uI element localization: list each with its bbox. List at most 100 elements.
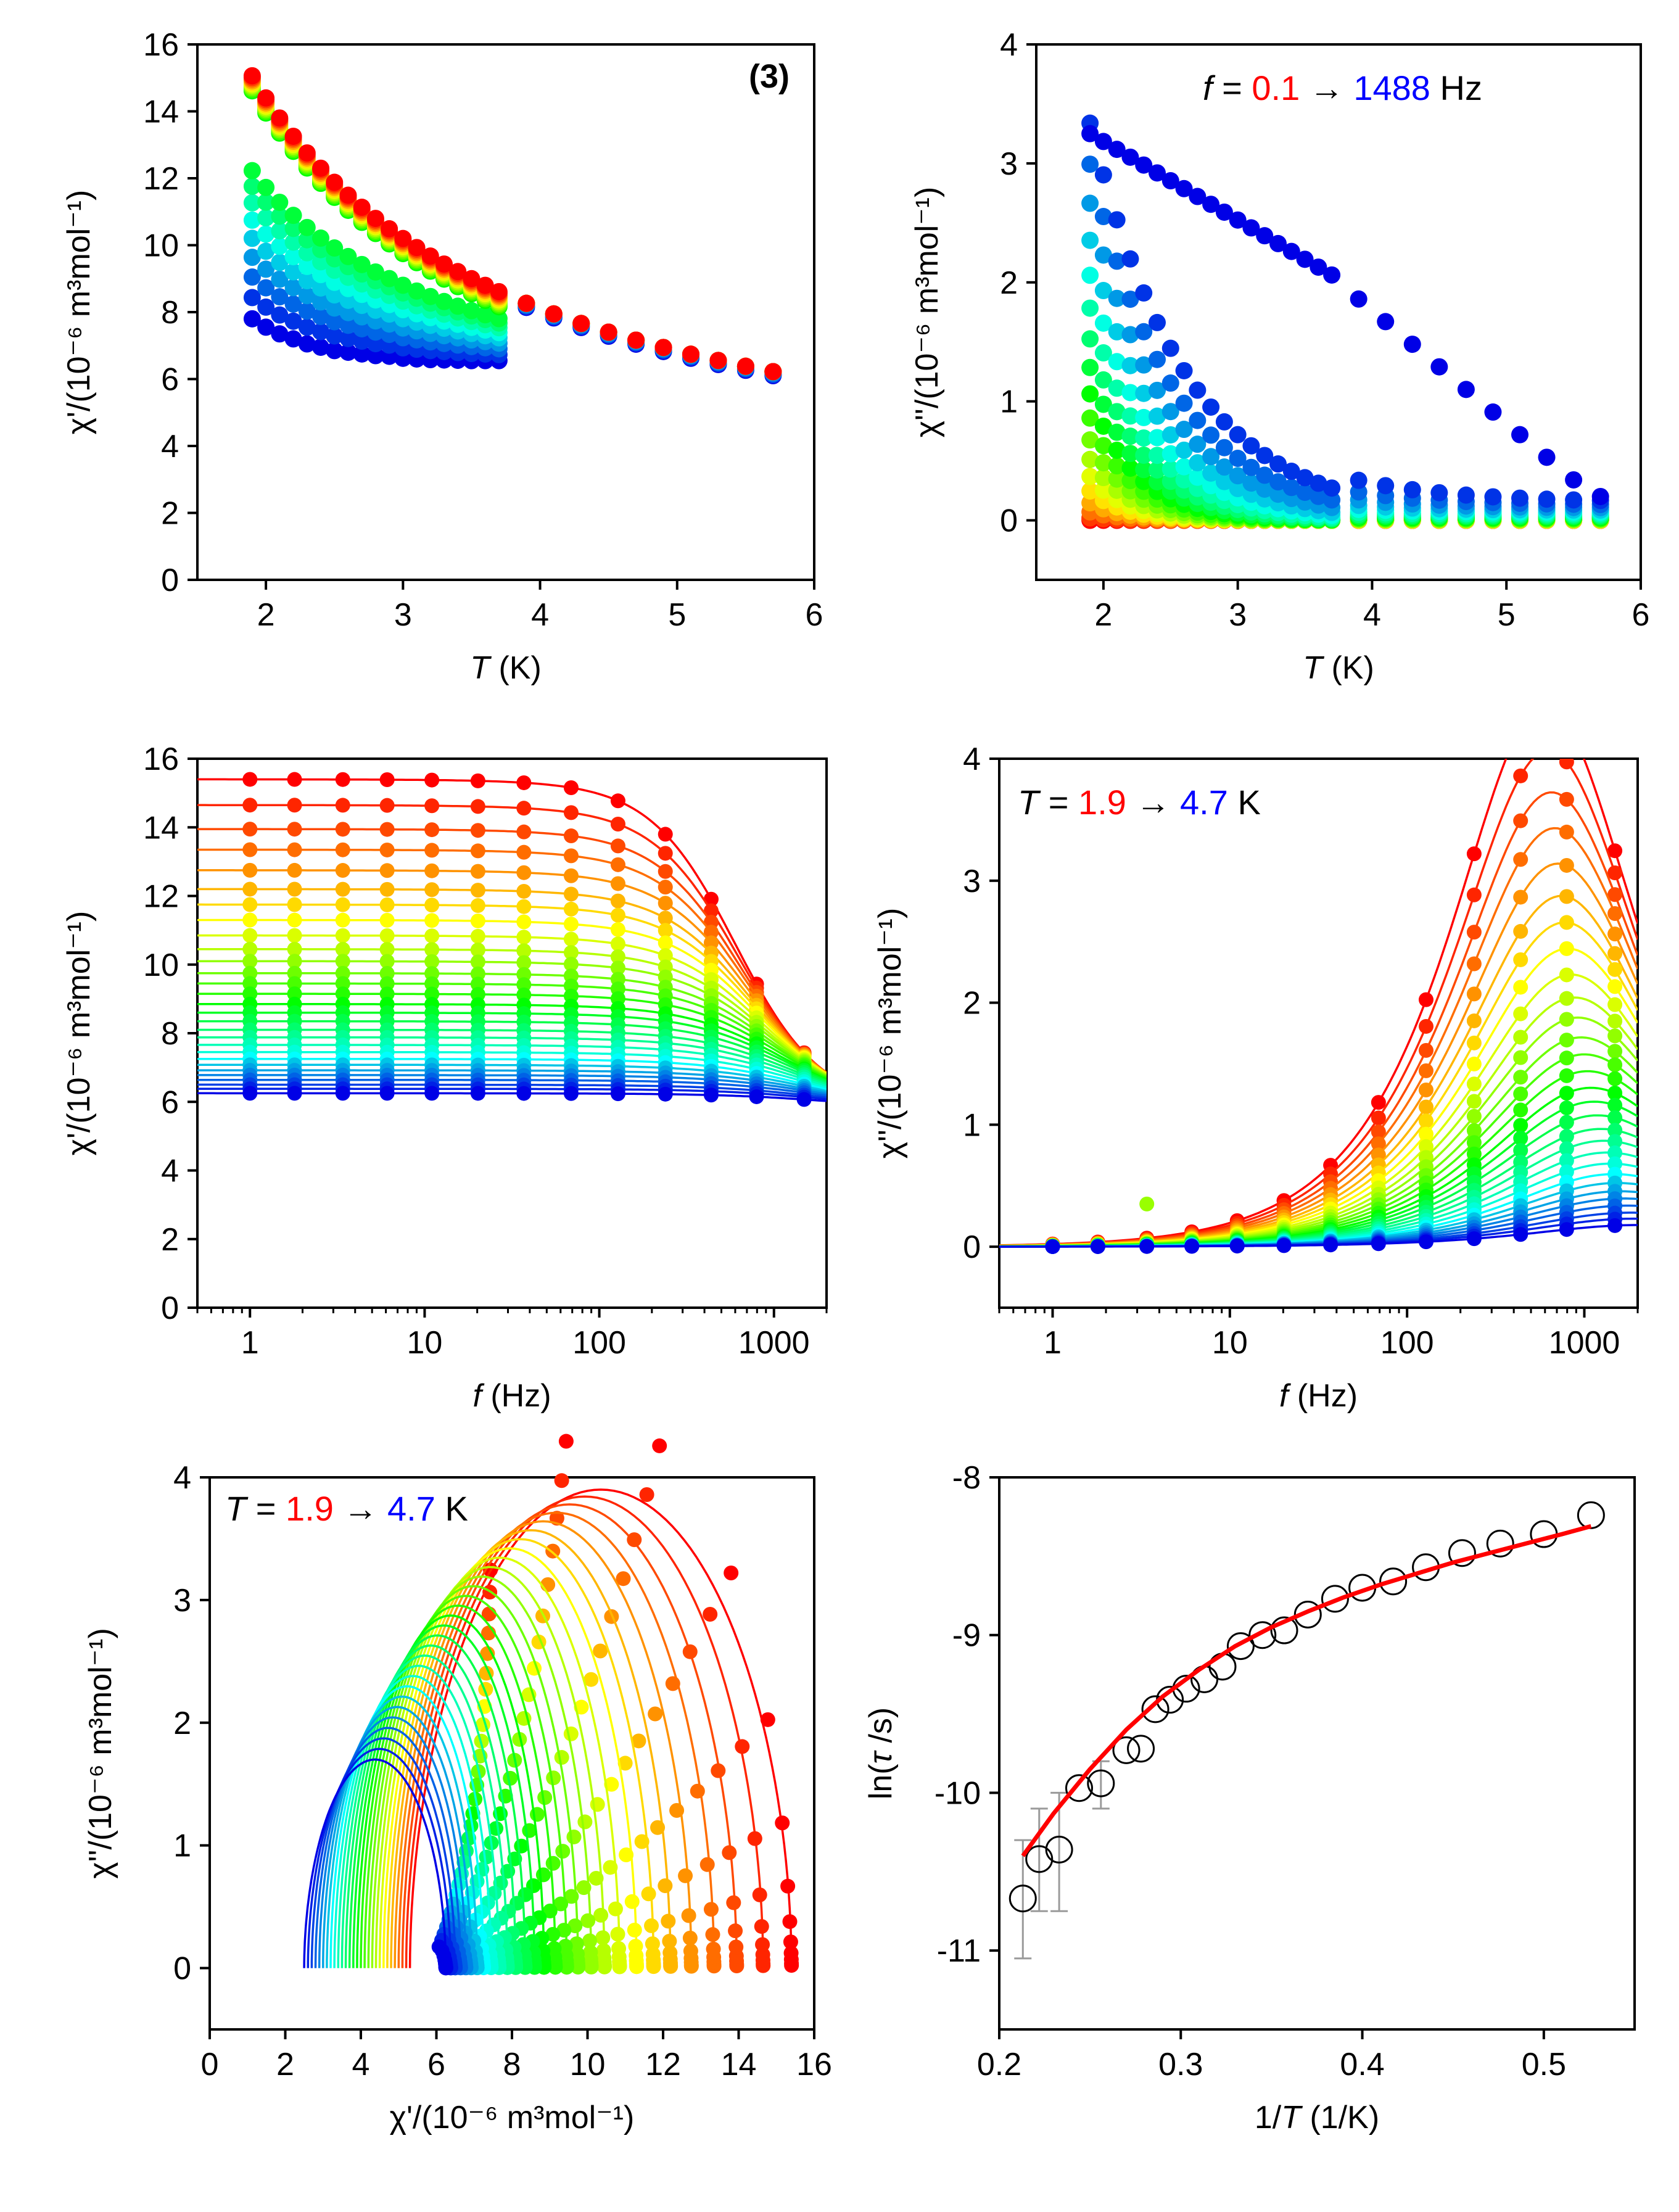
fit-curve [197,778,827,1074]
x-tick-label: 6 [1632,597,1650,633]
data-point [736,357,754,375]
data-point [1135,156,1153,174]
data-point [1081,494,1099,512]
data-point [1607,926,1623,942]
data-point [563,828,579,844]
data-point [339,329,357,347]
data-point [1418,1082,1434,1097]
data-point [257,318,275,336]
data-point [658,864,673,879]
x-tick-label: 12 [645,2047,681,2082]
fit-curve [197,828,827,1074]
data-point [284,312,302,330]
data-point [1513,1050,1528,1065]
data-point [752,1887,767,1902]
data-point [1310,258,1327,276]
data-point [1202,398,1220,416]
data-point [711,1763,726,1778]
data-point [287,1086,302,1101]
x-axis-title-unit: (Hz) [482,1378,551,1414]
data-point [683,1943,698,1958]
data-point [1189,411,1207,429]
data-point [257,225,275,243]
data-point [1418,1099,1434,1115]
data-point [271,288,289,306]
x-tick-label: 2 [1094,597,1112,633]
data-point [1607,1218,1623,1233]
legend-start-value: 1.9 [286,1489,334,1528]
x-axis-title-unit: (1/K) [1301,2100,1379,2136]
data-point [596,1943,611,1958]
data-point [287,842,302,857]
data-point [480,1646,495,1661]
data-point [1108,211,1126,229]
data-point [1448,1539,1476,1567]
data-point [1538,448,1556,466]
data-point [563,1086,579,1101]
x-axis-title-var: T [1281,2100,1303,2136]
fit-curve [326,1695,479,1968]
data-point [1135,284,1153,302]
x-tick-label: 100 [1380,1325,1434,1361]
data-point [1430,358,1448,376]
data-point [1094,344,1112,362]
data-point [1215,473,1233,490]
y-axis-title-pre: ln( [863,1764,899,1799]
data-point [1108,353,1126,371]
data-point [424,954,440,969]
data-point [1175,180,1193,197]
data-point [424,976,440,991]
data-point [728,1939,744,1955]
y-tick-label: 2 [963,986,981,1021]
legend-arrow: → [334,1489,387,1528]
data-point [326,273,344,291]
data-point [1559,857,1574,873]
y-tick-label: 4 [173,1460,191,1496]
data-point [516,865,532,880]
data-point [1559,889,1574,904]
fit-curve [999,894,1638,1247]
fit-curve [348,1634,527,1968]
data-point [610,876,625,891]
data-point [1296,469,1314,487]
data-point [1466,1146,1482,1162]
data-point [780,1878,796,1894]
data-point [563,957,579,972]
data-point [554,1473,569,1488]
fit-curve [197,1087,827,1100]
legend-arrow: → [1300,68,1353,107]
data-point [242,897,258,912]
data-series [374,1566,612,1975]
fit-curve [197,972,827,1078]
data-point [1121,326,1139,344]
data-point [658,880,673,895]
data-point [545,1855,561,1871]
data-point [1081,385,1099,403]
data-point [298,244,316,262]
data-point [1256,227,1274,245]
data-point [1081,468,1099,485]
fit-curve [374,1566,606,1968]
x-axis-title-var: f [1279,1378,1291,1414]
fit-curve [197,982,827,1078]
fit-curve [197,1057,827,1091]
data-point [1403,336,1421,353]
fit-curve [310,1737,456,1968]
data-series [348,1634,533,1975]
y-tick-label: 3 [963,864,981,899]
y-tick-label: -8 [952,1460,981,1496]
data-point [1430,484,1448,501]
data-point [1149,164,1166,182]
data-point [1513,889,1528,905]
data-point [644,1918,659,1933]
fit-curve [329,1685,485,1968]
series-group [1081,114,1609,529]
data-point [563,805,579,820]
data-point [339,316,357,334]
fit-curve [360,1604,557,1968]
x-tick-label: 1 [241,1325,259,1361]
data-point [529,1807,545,1822]
data-point [1135,323,1153,340]
data-point [1229,426,1247,444]
data-point [603,1860,618,1875]
